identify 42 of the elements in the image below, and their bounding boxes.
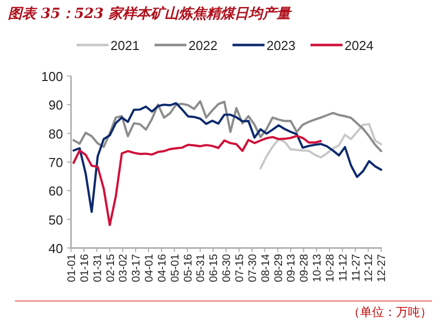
x-tick-label: 10-13 xyxy=(312,254,324,282)
x-tick-label: 06-15 xyxy=(208,254,220,282)
legend-label: 2024 xyxy=(344,38,374,53)
x-tick-label: 10-28 xyxy=(324,254,336,282)
x-tick-label: 08-14 xyxy=(260,254,272,282)
x-tick-label: 09-13 xyxy=(286,254,298,282)
x-tick-label: 01-01 xyxy=(66,254,78,282)
legend-label: 2022 xyxy=(188,38,218,53)
x-tick-label: 01-31 xyxy=(92,254,104,282)
line-series xyxy=(259,123,382,170)
legend-label: 2021 xyxy=(110,38,140,53)
x-tick-label: 04-01 xyxy=(144,254,156,282)
x-tick-label: 05-31 xyxy=(195,254,208,282)
x-tick-label: 12-27 xyxy=(376,254,388,282)
y-tick-label: 50 xyxy=(48,212,63,228)
x-tick-label: 11-27 xyxy=(350,254,362,282)
y-tick-label: 100 xyxy=(41,69,63,84)
x-tick-label: 12-12 xyxy=(363,254,376,282)
x-tick-label: 08-29 xyxy=(272,254,285,282)
legend-label: 2023 xyxy=(266,38,296,53)
x-tick-label: 02-15 xyxy=(104,254,117,282)
x-tick-label: 05-01 xyxy=(169,254,182,282)
x-tick-label: 11-12 xyxy=(337,254,350,282)
x-tick-label: 07-30 xyxy=(246,254,259,282)
x-tick-label: 09-28 xyxy=(298,254,311,282)
y-tick-label: 40 xyxy=(48,241,63,256)
line-series xyxy=(72,134,322,226)
line-series xyxy=(72,100,382,152)
chart-title: 图表 35：523 家样本矿山炼焦精煤日均产量 xyxy=(8,5,292,22)
x-tick-label: 01-16 xyxy=(78,254,91,282)
x-tick-label: 07-15 xyxy=(234,254,246,282)
x-tick-label: 03-02 xyxy=(118,254,130,282)
x-tick-label: 03-17 xyxy=(130,254,143,282)
line-series xyxy=(72,102,382,213)
y-tick-label: 90 xyxy=(48,98,63,113)
y-tick-label: 70 xyxy=(48,155,63,170)
y-tick-label: 80 xyxy=(48,126,63,142)
x-tick-label: 06-30 xyxy=(221,254,234,282)
x-tick-label: 04-16 xyxy=(156,254,168,282)
y-tick-label: 60 xyxy=(48,184,63,199)
x-tick-label: 05-16 xyxy=(182,254,194,282)
text: （单位：万吨） xyxy=(348,305,432,319)
